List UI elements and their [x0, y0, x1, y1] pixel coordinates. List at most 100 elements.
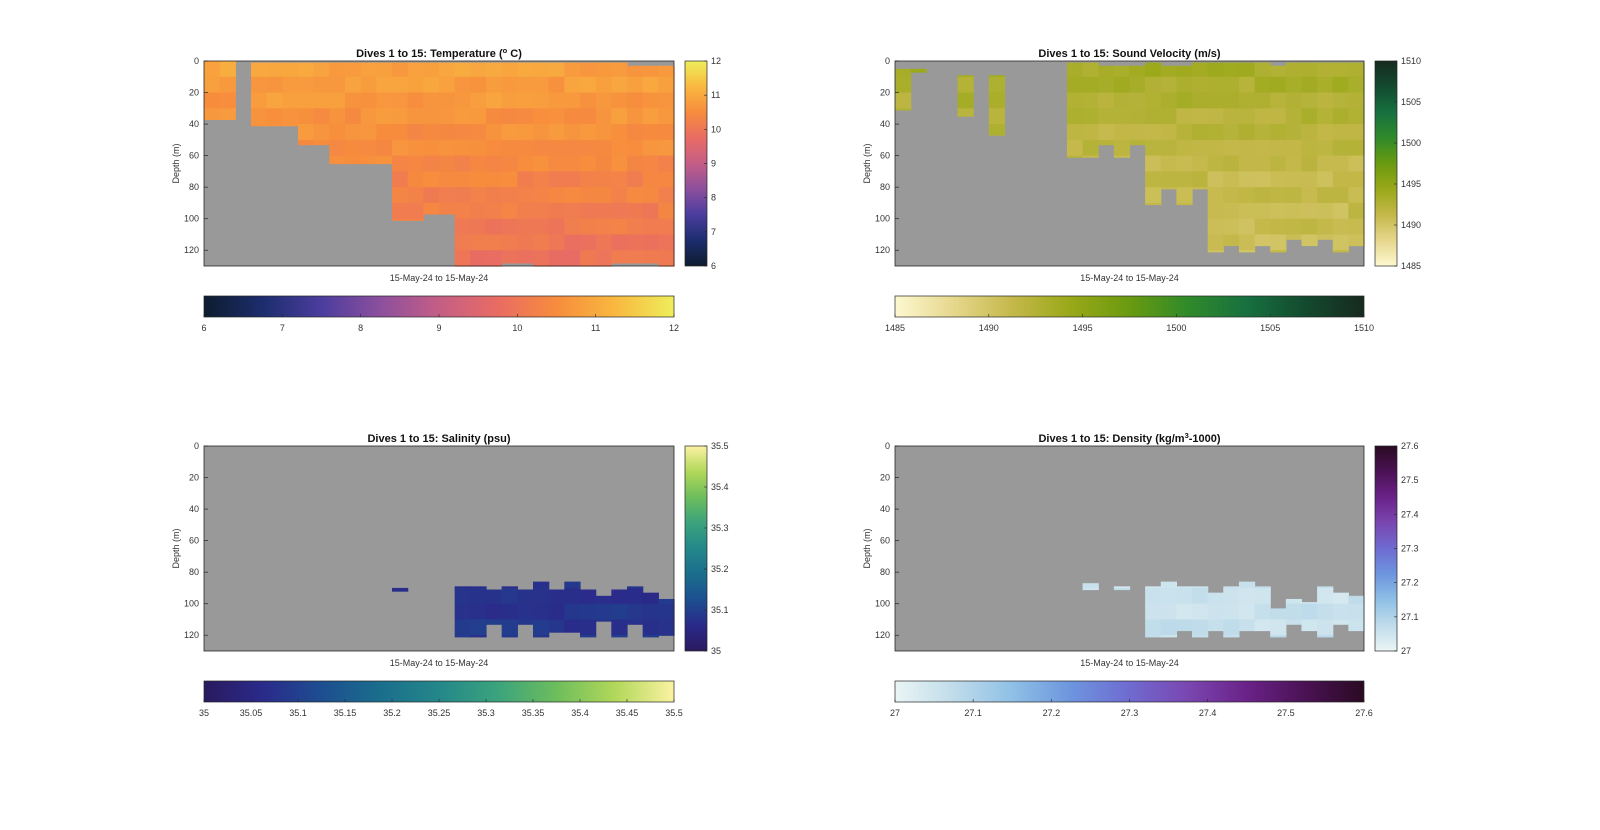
- heatmap-cell: [1238, 92, 1256, 109]
- heatmap-cell: [595, 595, 612, 605]
- heatmap-cell: [470, 586, 487, 589]
- heatmap-cell: [376, 108, 393, 125]
- heatmap-cell: [454, 250, 471, 267]
- heatmap-cell: [548, 603, 565, 621]
- heatmap-cell: [658, 139, 675, 157]
- heatmap-cell: [1301, 202, 1318, 220]
- heatmap-cell: [548, 619, 565, 633]
- heatmap-cell: [501, 202, 518, 220]
- heatmap-cell: [548, 139, 565, 157]
- x-axis-label: 15-May-24 to 15-May-24: [390, 273, 489, 283]
- heatmap-cell: [470, 124, 487, 141]
- heatmap-cell: [1113, 586, 1131, 589]
- heatmap-cell: [329, 76, 346, 94]
- heatmap-cell: [564, 124, 581, 141]
- heatmap-cell: [533, 92, 550, 109]
- heatmap-cell: [454, 619, 471, 636]
- heatmap-cell: [501, 587, 518, 605]
- heatmap-cell: [470, 62, 487, 78]
- panel-salinity: 0 20 40 60 80 100 120 Dives 1 to 15: Salinity (…: [171, 433, 729, 718]
- heatmap-cell: [1332, 619, 1349, 625]
- heatmap-cell: [627, 76, 644, 94]
- heatmap-cell: [1176, 603, 1193, 621]
- colorbar-h-tick-label: 11: [591, 323, 600, 333]
- heatmap-cell: [1066, 76, 1084, 94]
- heatmap-cell: [1254, 171, 1271, 188]
- heatmap-cell: [642, 635, 659, 638]
- heatmap-cell: [627, 155, 644, 172]
- heatmap-cell: [470, 92, 487, 109]
- heatmap-cell: [1285, 619, 1303, 625]
- heatmap-cell: [298, 108, 315, 125]
- colorbar-tick-label: 35.2: [711, 564, 729, 574]
- heatmap-cell: [642, 108, 659, 125]
- heatmap-cell: [376, 62, 393, 78]
- heatmap-cell: [376, 124, 393, 141]
- heatmap-cell: [1066, 62, 1084, 78]
- heatmap-cell: [1270, 635, 1287, 638]
- y-tick-label: 40: [880, 504, 890, 514]
- heatmap-cell: [1317, 171, 1334, 188]
- heatmap-cell: [1348, 234, 1365, 247]
- heatmap-cell: [1192, 187, 1209, 190]
- heatmap-cell: [470, 155, 487, 172]
- heatmap-cell: [1098, 92, 1115, 109]
- heatmap-cell: [1285, 202, 1303, 220]
- colorbar-tick-label: 27.4: [1401, 509, 1419, 519]
- y-tick-label: 40: [189, 504, 199, 514]
- heatmap-cell: [517, 124, 534, 141]
- heatmap-cell: [486, 603, 503, 621]
- heatmap-cell: [627, 92, 644, 109]
- colorbar-h-tick-label: 35.4: [571, 708, 589, 718]
- heatmap-cell: [1270, 76, 1287, 94]
- heatmap-cell: [642, 592, 659, 605]
- heatmap-cell: [580, 124, 597, 141]
- heatmap-cell: [564, 187, 581, 204]
- heatmap-cell: [611, 139, 628, 157]
- colorbar-tick-label: 1510: [1401, 56, 1421, 66]
- heatmap-cell: [564, 218, 581, 236]
- colorbar-h-tick-label: 12: [669, 323, 679, 333]
- heatmap-cell: [1332, 62, 1349, 78]
- heatmap-cell: [611, 171, 628, 188]
- heatmap-cell: [1254, 187, 1271, 204]
- heatmap-cell: [627, 234, 644, 251]
- heatmap-cell: [517, 187, 534, 204]
- heatmap-cell: [1192, 619, 1209, 636]
- heatmap-cell: [282, 62, 299, 78]
- heatmap-cell: [501, 155, 518, 172]
- heatmap-cell: [988, 92, 1006, 109]
- heatmap-cell: [1082, 76, 1099, 94]
- heatmap-cell: [1176, 587, 1193, 605]
- heatmap-cell: [376, 139, 393, 157]
- y-tick-label: 60: [189, 151, 199, 161]
- heatmap-cell: [1160, 76, 1177, 94]
- y-tick-label: 100: [184, 599, 199, 609]
- heatmap-cell: [595, 619, 612, 622]
- colorbar-h-tick-label: 6: [201, 323, 206, 333]
- heatmap-cell: [611, 589, 628, 605]
- heatmap-cell: [1238, 587, 1256, 605]
- heatmap-cell: [1238, 619, 1256, 632]
- heatmap-cell: [611, 187, 628, 204]
- heatmap-cell: [407, 155, 424, 172]
- heatmap-cell: [580, 155, 597, 172]
- y-tick-label: 120: [184, 245, 199, 255]
- colorbar-tick-label: 11: [711, 90, 720, 100]
- heatmap-cell: [1145, 92, 1162, 109]
- heatmap-cell: [1113, 76, 1131, 94]
- heatmap-cell: [1098, 139, 1115, 146]
- heatmap-cell: [1348, 202, 1365, 220]
- heatmap-cell: [1301, 603, 1318, 621]
- heatmap-cell: [486, 92, 503, 109]
- heatmap-cell: [486, 171, 503, 188]
- colorbar-h-tick-label: 27.4: [1199, 708, 1217, 718]
- heatmap-cell: [548, 124, 565, 141]
- heatmap-cell: [1192, 587, 1209, 605]
- heatmap-cell: [1254, 234, 1271, 247]
- heatmap-cell: [298, 76, 315, 94]
- heatmap-cell: [1254, 603, 1271, 621]
- heatmap-cell: [501, 586, 518, 589]
- heatmap-cell: [658, 171, 675, 188]
